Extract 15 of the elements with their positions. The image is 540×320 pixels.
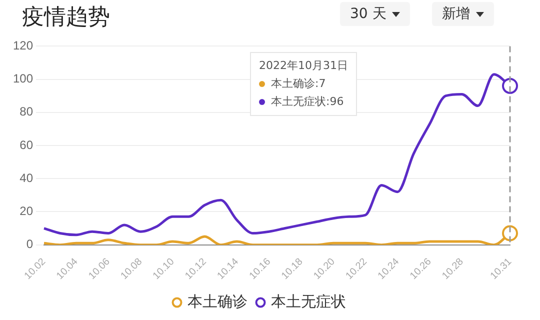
y-tick-label: 0	[26, 237, 34, 252]
y-tick-label: 20	[20, 204, 34, 218]
chart-title: 疫情趋势	[22, 4, 110, 32]
y-tick-label: 60	[20, 138, 34, 152]
legend-label: 本土无症状	[271, 292, 346, 310]
annotation: 本土确诊:7	[270, 76, 327, 92]
annotation: 2022年10月31日	[259, 58, 348, 74]
dropdown: 新增	[432, 2, 494, 26]
annotation: 本土无症状:96	[270, 94, 345, 110]
legend-label: 本土确诊	[188, 292, 248, 310]
dropdown: 30 天	[340, 2, 410, 26]
y-tick-label: 40	[20, 170, 34, 185]
y-tick-label: 120	[12, 38, 34, 53]
y-tick-label: 80	[20, 104, 34, 119]
y-tick-label: 100	[12, 72, 34, 86]
